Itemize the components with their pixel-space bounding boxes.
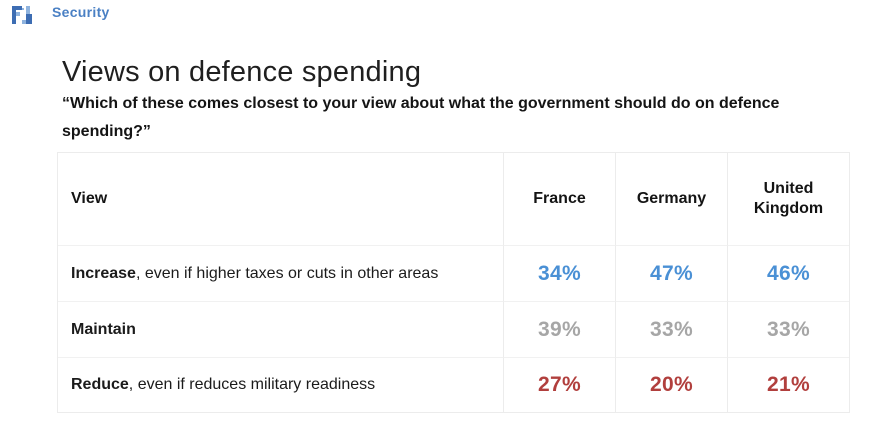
table-cell-maintain-france: 39% <box>504 301 616 357</box>
table-cell-maintain-uk: 33% <box>728 301 849 357</box>
value-maintain-france: 39% <box>538 317 581 341</box>
row-label-rest: , even if reduces military readiness <box>128 376 376 393</box>
value-reduce-uk: 21% <box>767 373 810 396</box>
table-cell-increase-france: 34% <box>504 245 616 301</box>
value-reduce-france: 27% <box>538 373 581 396</box>
section-label[interactable]: Security <box>52 4 110 20</box>
value-increase-uk: 46% <box>767 261 810 285</box>
defence-spending-table: View France Germany United Kingdom Incre… <box>57 152 850 413</box>
value-reduce-germany: 20% <box>650 373 693 396</box>
table-row-reduce-label: Reduce, even if reduces military readine… <box>58 357 504 412</box>
table-cell-maintain-germany: 33% <box>616 301 728 357</box>
row-label: Increase, even if higher taxes or cuts i… <box>71 263 438 285</box>
column-header-label: View <box>71 190 108 207</box>
table-row-maintain-label: Maintain <box>58 301 504 357</box>
brand-pixel-logo-icon[interactable] <box>10 4 34 26</box>
value-increase-germany: 47% <box>650 261 693 285</box>
value-maintain-germany: 33% <box>650 317 693 341</box>
table-cell-reduce-germany: 20% <box>616 357 728 412</box>
table-cell-reduce-france: 27% <box>504 357 616 412</box>
row-label-lead: Reduce <box>71 376 129 393</box>
survey-question: “Which of these comes closest to your vi… <box>62 95 780 140</box>
value-increase-france: 34% <box>538 261 581 285</box>
table-header-view: View <box>58 153 504 245</box>
row-label-lead: Increase <box>71 264 136 282</box>
row-label-rest: , even if higher taxes or cuts in other … <box>135 264 439 282</box>
table-header-united-kingdom: United Kingdom <box>728 153 849 245</box>
column-header-label: United Kingdom <box>753 180 824 217</box>
table-header-germany: Germany <box>616 153 728 245</box>
table-row-increase-label: Increase, even if higher taxes or cuts i… <box>58 245 504 301</box>
row-label: Maintain <box>71 319 136 341</box>
brand-bar <box>10 4 34 26</box>
table-cell-increase-germany: 47% <box>616 245 728 301</box>
row-label: Reduce, even if reduces military readine… <box>71 374 375 396</box>
row-label-lead: Maintain <box>71 320 136 338</box>
table-cell-increase-uk: 46% <box>728 245 849 301</box>
table-cell-reduce-uk: 21% <box>728 357 849 412</box>
column-header-label: Germany <box>636 190 707 207</box>
table-header-france: France <box>504 153 616 245</box>
column-header-label: France <box>533 190 586 207</box>
value-maintain-uk: 33% <box>767 317 810 341</box>
page-title: Views on defence spending <box>62 56 422 89</box>
